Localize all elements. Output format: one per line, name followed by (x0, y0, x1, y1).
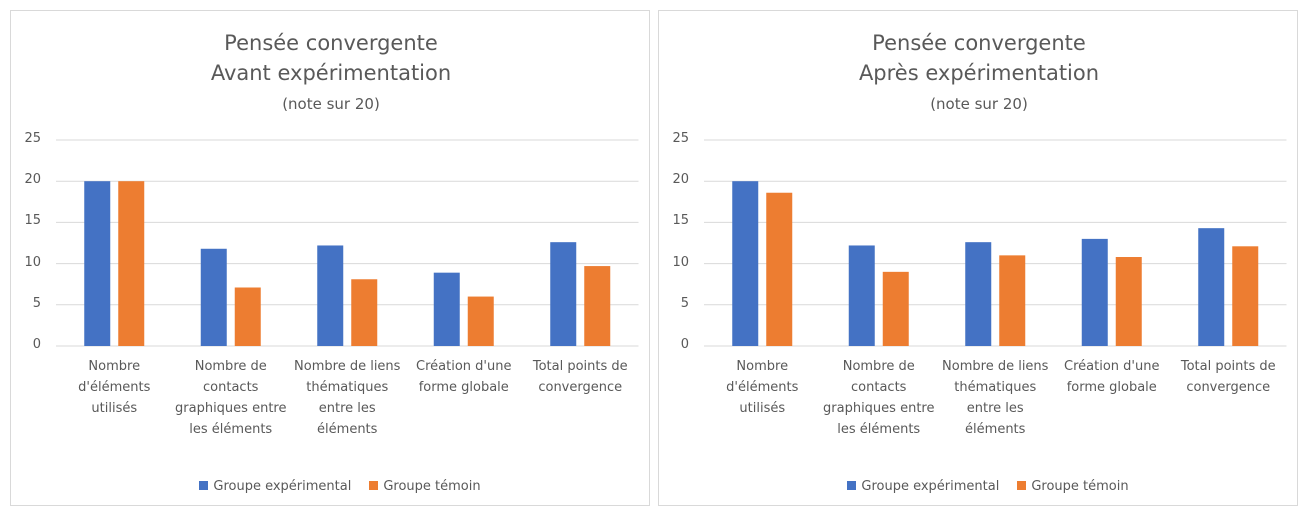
legend-label: Groupe expérimental (861, 479, 1000, 494)
legend: Groupe expérimental Groupe témoin (659, 479, 1299, 494)
y-tick-label: 5 (32, 295, 41, 311)
y-tick-label: 0 (32, 337, 41, 352)
bar (118, 181, 145, 346)
bar (317, 245, 344, 346)
bar (467, 296, 494, 346)
bar (200, 248, 227, 346)
bar (550, 242, 577, 346)
chart-title: Pensée convergente (224, 31, 438, 55)
x-tick-label: Nombre de contacts graphiques entre les … (175, 359, 287, 437)
x-tick-label: Nombre de liens thématiques entre les él… (294, 359, 401, 437)
x-tick-label: Nombre d'éléments utilisés (726, 359, 799, 416)
y-tick-label: 15 (24, 213, 41, 229)
chart-panel: Pensée convergente Avant expérimentation (… (10, 10, 650, 506)
y-tick-label: 20 (24, 172, 41, 188)
y-tick-label: 20 (672, 172, 689, 188)
y-tick-label: 10 (672, 254, 689, 270)
x-tick-label: Nombre de liens thématiques entre les él… (942, 359, 1049, 437)
bar (1232, 246, 1259, 346)
x-tick-label: Total points de convergence (532, 359, 628, 395)
y-tick-label: 15 (672, 213, 689, 229)
y-tick-label: 5 (680, 295, 689, 311)
x-tick-label: Total points de convergence (1180, 359, 1276, 395)
y-tick-label: 25 (24, 131, 41, 146)
chart (56, 139, 639, 347)
chart-note: (note sur 20) (282, 95, 380, 113)
bar (1081, 238, 1108, 346)
x-tick-label: Nombre de contacts graphiques entre les … (823, 359, 935, 437)
bar (882, 271, 909, 346)
bar (965, 242, 992, 346)
bar (234, 287, 261, 346)
legend: Groupe expérimental Groupe témoin (11, 479, 651, 494)
bar (584, 266, 611, 346)
legend-label: Groupe témoin (383, 479, 481, 494)
legend-swatch (199, 481, 209, 490)
bar (1198, 228, 1225, 346)
y-tick-label: 0 (680, 337, 689, 352)
chart-subtitle: Après expérimentation (858, 61, 1100, 85)
chart-note: (note sur 20) (930, 95, 1028, 113)
legend-label: Groupe témoin (1031, 479, 1129, 494)
chart-subtitle: Avant expérimentation (210, 61, 452, 85)
bar (848, 245, 875, 346)
bar (84, 181, 111, 346)
legend-swatch (1017, 481, 1027, 490)
x-tick-label: Création d'une forme globale (1064, 359, 1160, 395)
y-tick-label: 10 (24, 254, 41, 270)
bar (732, 181, 759, 346)
bar (433, 272, 460, 346)
x-tick-label: Création d'une forme globale (416, 359, 512, 395)
bar (351, 279, 378, 346)
legend-label: Groupe expérimental (213, 479, 352, 494)
chart-title: Pensée convergente (872, 31, 1086, 55)
bar (999, 255, 1026, 346)
y-tick-label: 25 (672, 131, 689, 146)
chart (704, 139, 1287, 347)
x-tick-label: Nombre d'éléments utilisés (78, 359, 151, 416)
bar (1115, 257, 1142, 346)
chart-panel: Pensée convergente Après expérimentation (… (658, 10, 1298, 506)
bar (766, 192, 793, 346)
legend-swatch (369, 481, 379, 490)
legend-swatch (847, 481, 857, 490)
